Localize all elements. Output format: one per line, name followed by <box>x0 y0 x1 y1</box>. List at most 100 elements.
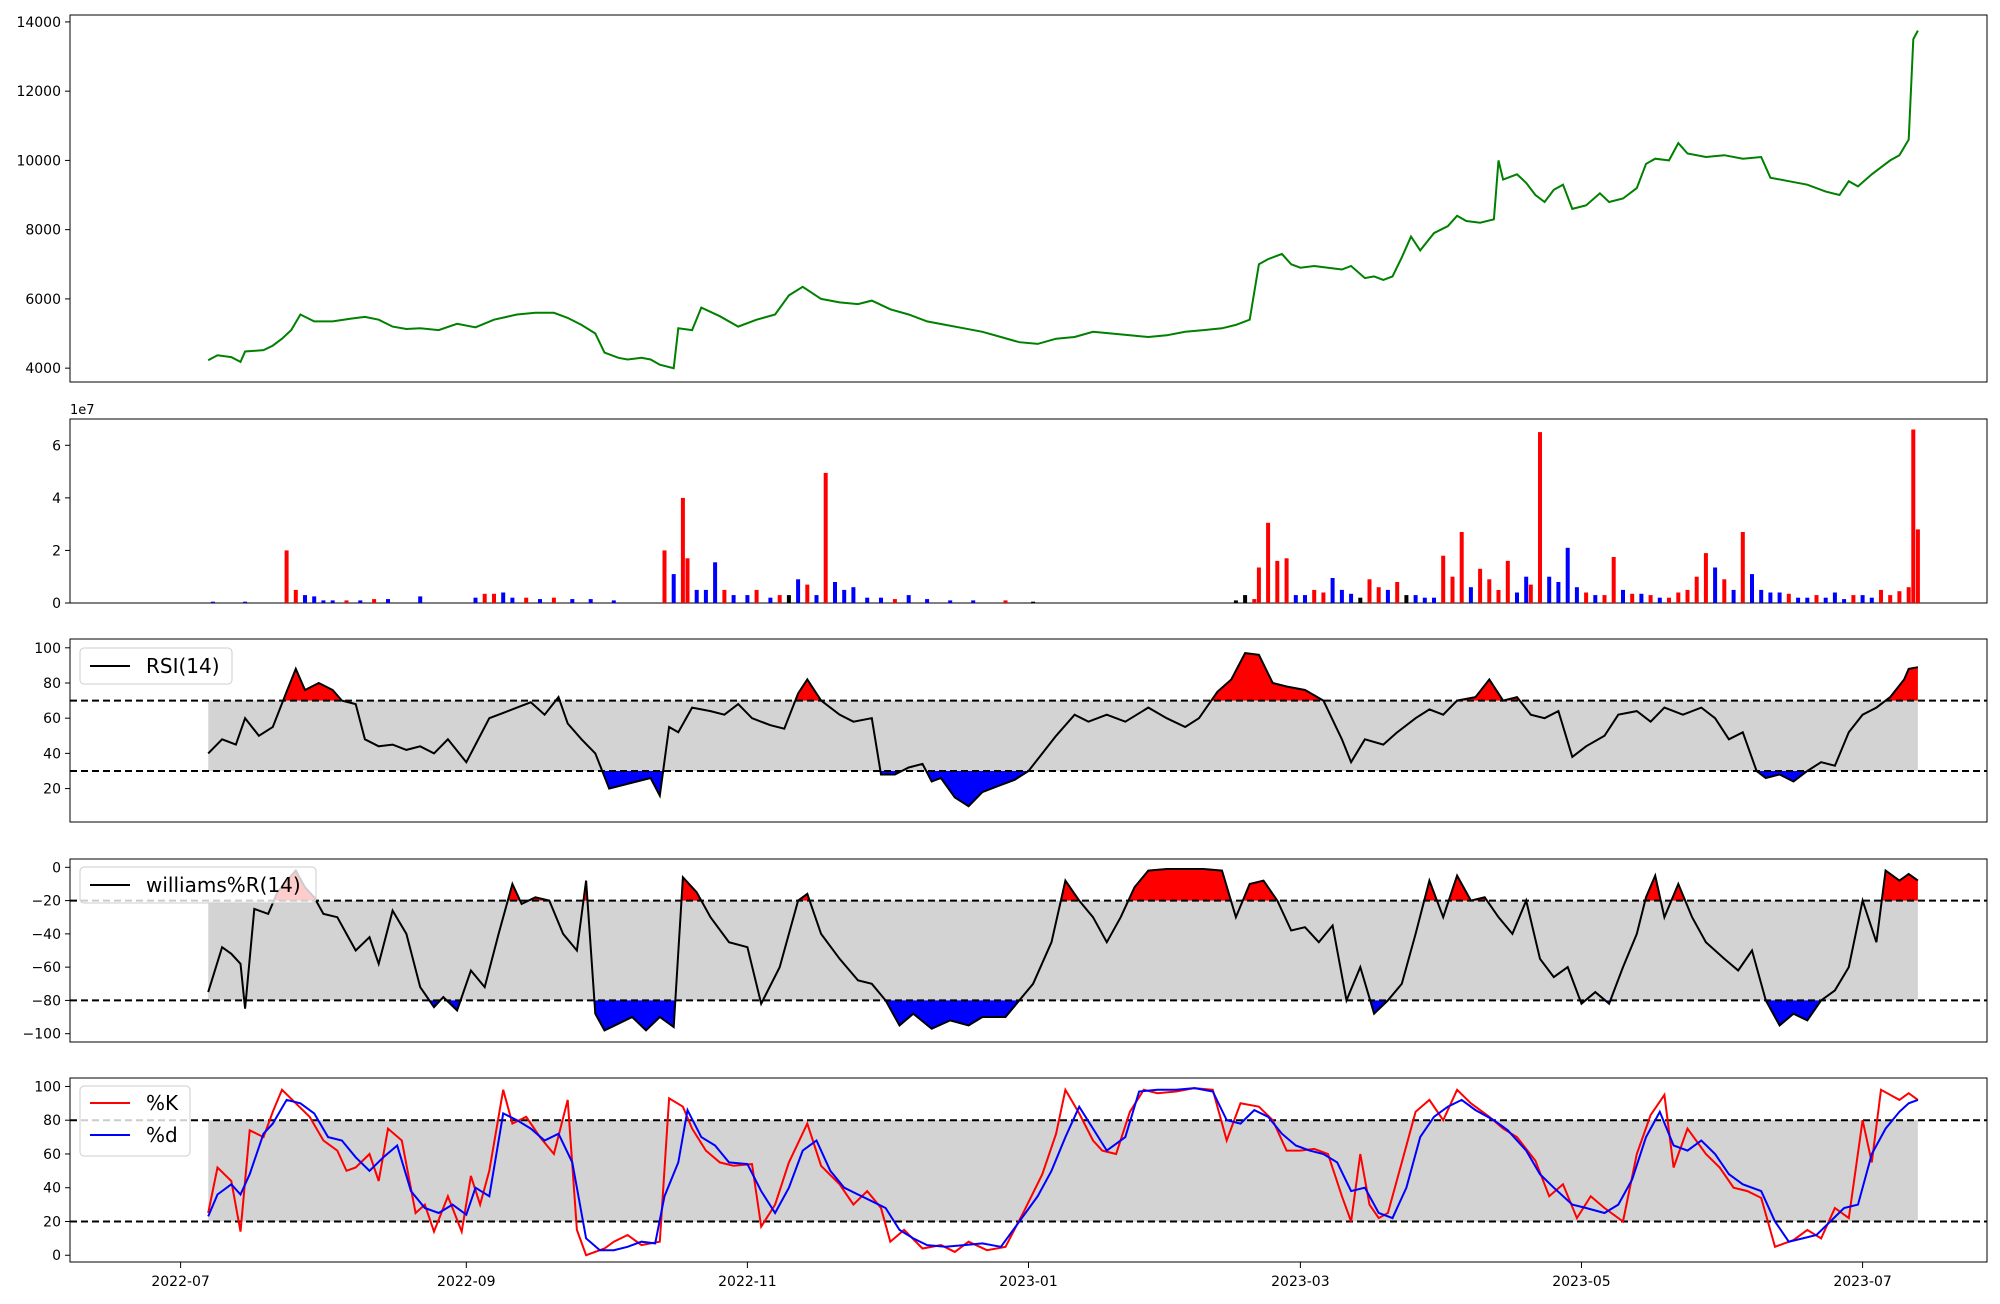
volume-bar <box>303 595 307 603</box>
rsi-overbought-fill <box>795 679 822 701</box>
volume-exponent-label: 1e7 <box>70 403 95 418</box>
x-tick-label: 2022-09 <box>437 1274 496 1290</box>
volume-bar <box>1630 593 1635 603</box>
volume-bar <box>501 592 506 603</box>
volume-bar <box>1621 589 1625 603</box>
volume-bar <box>1385 589 1390 603</box>
volume-bar <box>1639 593 1644 603</box>
volume-bar <box>1538 432 1542 603</box>
price-y-tick-label: 4000 <box>25 361 61 377</box>
williams-r-panel-frame <box>69 858 1988 1043</box>
volume-bar <box>1293 595 1298 603</box>
volume-bar <box>805 584 810 603</box>
volume-bar <box>344 600 349 603</box>
williams-r-oversold-fill <box>885 1000 1020 1029</box>
price-y-tick-label: 12000 <box>16 84 61 100</box>
stochastic-neutral-band <box>208 1120 1918 1222</box>
rsi-y-tick-label: 40 <box>43 746 61 762</box>
rsi-y-axis: 20 40 60 80 100 <box>34 641 70 798</box>
volume-bar <box>1031 601 1036 603</box>
volume-bar <box>321 600 326 603</box>
volume-bar <box>482 593 487 603</box>
volume-bar <box>1450 576 1455 603</box>
stochastic-d-line <box>207 1087 1919 1252</box>
volume-bar <box>1906 587 1911 603</box>
volume-bar <box>713 562 718 603</box>
williams-r-overbought-fill <box>1448 875 1487 901</box>
volume-bar <box>1376 587 1381 603</box>
rsi-y-tick-label: 80 <box>43 676 61 692</box>
volume-bar <box>768 597 773 603</box>
volume-bar <box>1496 589 1501 603</box>
williams-r-y-axis: 0 −20 −40 −60 −80 −100 <box>23 860 70 1043</box>
volume-bar <box>1842 599 1847 603</box>
price-y-axis: 4000 6000 8000 10000 12000 14000 <box>16 15 70 377</box>
volume-bar <box>1515 592 1519 603</box>
volume-bar <box>1256 567 1261 603</box>
volume-bar <box>925 599 930 603</box>
volume-bar <box>662 550 667 603</box>
williams-r-neutral-band <box>208 900 1918 1001</box>
volume-bar <box>948 600 953 603</box>
volume-bar <box>1703 553 1708 603</box>
volume-bar <box>833 582 837 603</box>
volume-bar <box>418 596 423 603</box>
x-tick-label: 2023-05 <box>1552 1274 1611 1290</box>
x-tick-label: 2022-07 <box>151 1274 210 1290</box>
price-line <box>207 30 1919 370</box>
volume-bar <box>1367 579 1372 603</box>
rsi-y-tick-label: 60 <box>43 711 61 727</box>
volume-bar <box>731 595 736 603</box>
volume-bar <box>1713 567 1718 603</box>
volume-bar <box>971 600 976 603</box>
volume-bar <box>1487 579 1492 603</box>
volume-bar <box>1584 592 1589 603</box>
volume-bar <box>1814 595 1819 603</box>
stochastic-y-tick-label: 100 <box>34 1079 61 1095</box>
date-x-axis: 2022-07 2022-09 2022-11 2023-01 2023-03 2023-… <box>151 1262 1892 1290</box>
williams-r-overbought-fill <box>1881 870 1918 901</box>
volume-bar <box>1422 597 1427 603</box>
volume-bar <box>1786 593 1791 603</box>
volume-bar <box>1547 576 1552 603</box>
volume-y-tick-label: 2 <box>52 543 61 559</box>
stochastic-y-tick-label: 60 <box>43 1147 61 1163</box>
volume-bar <box>1003 600 1008 603</box>
volume-bar <box>386 599 390 603</box>
rsi-legend-box <box>79 647 233 685</box>
price-y-tick-label: 8000 <box>25 223 61 239</box>
williams-r-y-tick-label: 0 <box>52 860 61 876</box>
volume-bar <box>1602 595 1607 603</box>
volume-bar <box>1851 595 1856 603</box>
volume-bar <box>293 589 298 603</box>
x-tick-label: 2022-11 <box>718 1274 777 1290</box>
volume-bar <box>1432 597 1436 603</box>
volume-bar <box>865 597 870 603</box>
volume-bar <box>1879 589 1883 603</box>
volume-bar <box>330 600 335 603</box>
williams-r-y-tick-label: −100 <box>23 1027 61 1043</box>
volume-y-axis: 0 2 4 6 <box>52 438 70 612</box>
williams-r-overbought-fill <box>1645 875 1661 901</box>
price-line-layer <box>207 30 1919 370</box>
volume-bar <box>1339 589 1344 603</box>
williams-r-overbought-fill <box>507 884 521 901</box>
rsi-oversold-fill <box>1756 771 1808 782</box>
williams-r-y-tick-label: −60 <box>31 960 61 976</box>
volume-bar <box>1611 557 1616 603</box>
volume-bar <box>1413 595 1418 603</box>
volume-bar <box>722 589 727 603</box>
stochastic-legend: %K %d <box>79 1085 191 1157</box>
stochastic-y-axis: 0 20 40 60 80 100 <box>34 1079 70 1264</box>
stochastic-y-tick-label: 80 <box>43 1113 61 1129</box>
rsi-panel-frame <box>69 638 1988 823</box>
volume-bar <box>777 595 782 603</box>
volume-bar <box>1777 592 1782 603</box>
volume-bar <box>1593 595 1598 603</box>
volume-bar <box>1404 595 1409 603</box>
volume-bar <box>1740 532 1745 603</box>
williams-r-legend: williams%R(14) <box>79 866 317 904</box>
volume-bars-layer <box>210 429 1920 603</box>
volume-bar <box>694 589 699 603</box>
